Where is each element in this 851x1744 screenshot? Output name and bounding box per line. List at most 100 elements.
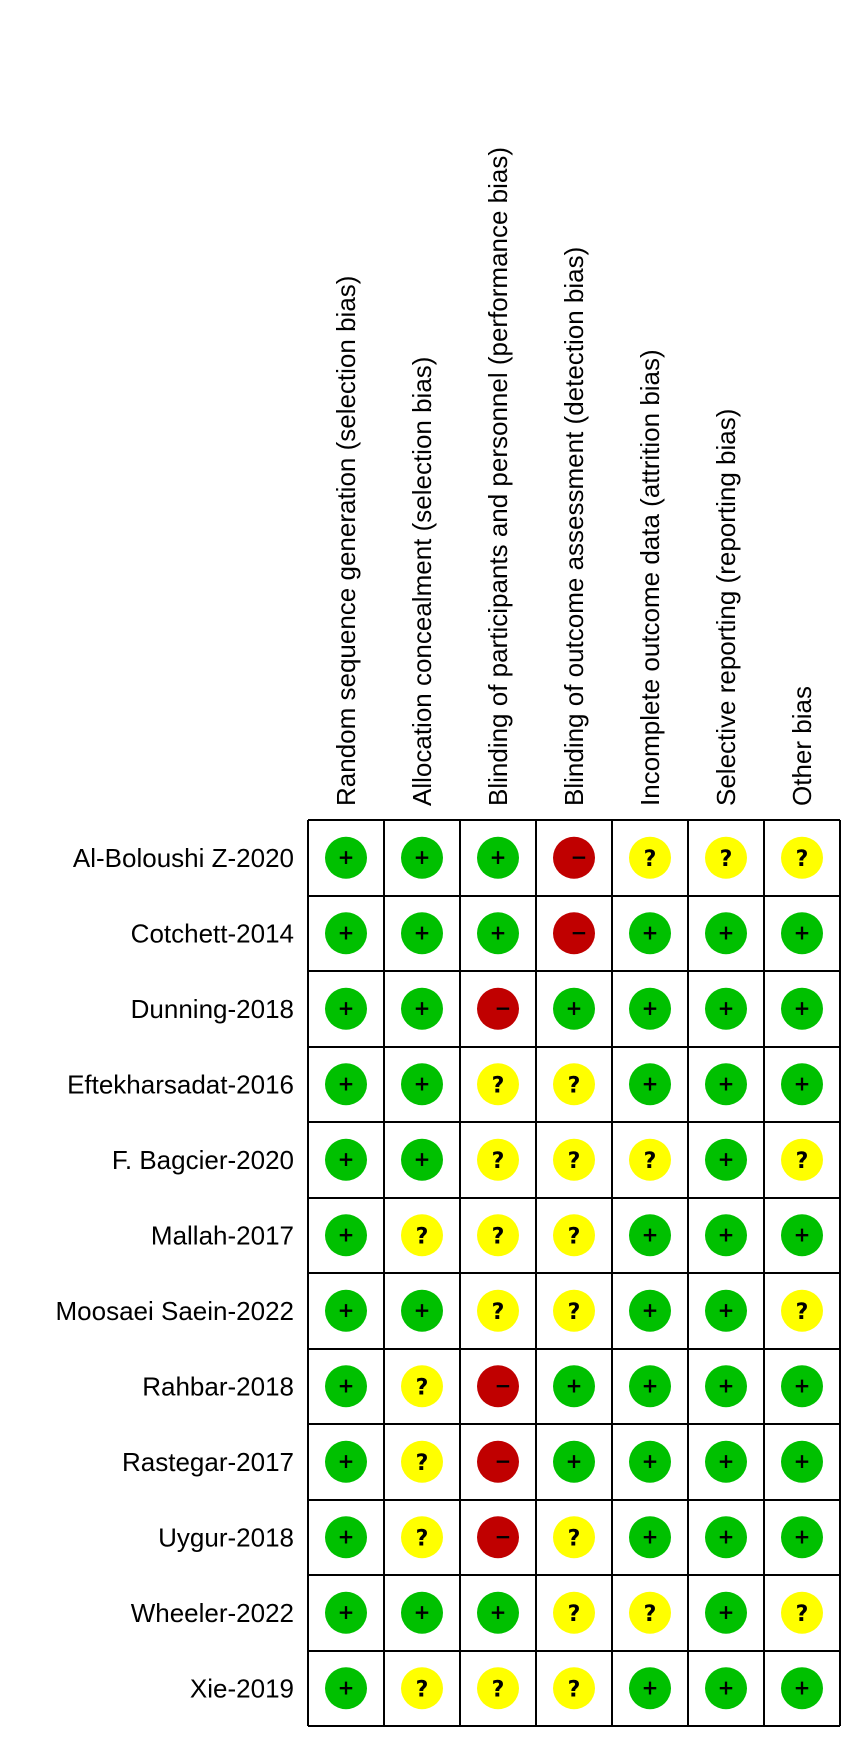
rating-mark-eftekharsadat-2016-col6: +	[705, 1063, 747, 1106]
rating-symbol-unclear: ?	[492, 1677, 505, 1702]
rating-mark-rastegar-2017-col6: +	[705, 1440, 747, 1483]
rating-mark-moosaei-saein-2022-col1: +	[325, 1289, 367, 1332]
rating-mark-eftekharsadat-2016-col1: +	[325, 1063, 367, 1106]
rating-circle	[325, 987, 367, 1030]
rating-circle	[401, 1591, 443, 1634]
rating-mark-rahbar-2018-col1: +	[325, 1365, 367, 1408]
domain-label-3: Blinding of participants and personnel (…	[483, 147, 513, 806]
rating-symbol-low: +	[566, 996, 583, 1020]
rating-circle	[705, 1365, 747, 1408]
rating-grid	[307, 819, 841, 1727]
rating-mark-xie-2019-col5: +	[629, 1667, 671, 1710]
rating-symbol-low: +	[794, 1524, 811, 1548]
rating-mark-rahbar-2018-col2: ?	[401, 1365, 443, 1408]
rating-circle	[781, 836, 823, 879]
rating-circle	[781, 987, 823, 1030]
rating-symbol-low: +	[794, 1449, 811, 1473]
rating-circle	[553, 1516, 595, 1559]
rating-marks: + + + −?? ? + + + − + + + + + − + + + + + +?? + + + + +??? + ? +??? +…	[325, 836, 823, 1710]
rating-mark-f-bagcier-2020-col2: +	[401, 1138, 443, 1181]
rating-circle	[781, 1063, 823, 1106]
rating-symbol-low: +	[414, 1298, 431, 1322]
rating-mark-rastegar-2017-col5: +	[629, 1440, 671, 1483]
rating-symbol-low: +	[414, 1071, 431, 1095]
rating-circle	[781, 1591, 823, 1634]
rating-circle	[553, 1214, 595, 1257]
rating-mark-rahbar-2018-col7: +	[781, 1365, 823, 1408]
rating-mark-rastegar-2017-col3: −	[477, 1440, 519, 1483]
rating-circle	[477, 1516, 519, 1559]
rating-symbol-low: +	[794, 1373, 811, 1397]
rating-symbol-low: +	[490, 845, 507, 869]
rating-symbol-low: +	[338, 1147, 355, 1171]
study-label-mallah-2017: Mallah-2017	[151, 1220, 294, 1250]
rating-circle	[553, 1365, 595, 1408]
rating-circle	[705, 836, 747, 879]
rating-circle	[325, 1063, 367, 1106]
rating-circle	[553, 987, 595, 1030]
rating-circle	[325, 1516, 367, 1559]
rating-mark-al-boloushi-z-2020-col2: +	[401, 836, 443, 879]
rating-symbol-low: +	[642, 1298, 659, 1322]
domain-label-4: Blinding of outcome assessment (detectio…	[559, 247, 589, 806]
rating-symbol-low: +	[414, 1600, 431, 1624]
rating-mark-cotchett-2014-col3: +	[477, 912, 519, 955]
rating-mark-rastegar-2017-col2: ?	[401, 1440, 443, 1483]
rating-mark-eftekharsadat-2016-col5: +	[629, 1063, 671, 1106]
rating-symbol-low: +	[338, 1675, 355, 1699]
rating-circle	[325, 1591, 367, 1634]
rating-mark-mallah-2017-col7: +	[781, 1214, 823, 1257]
study-label-al-boloushi-z-2020: Al-Boloushi Z-2020	[73, 843, 294, 873]
rating-circle	[781, 912, 823, 955]
rating-mark-xie-2019-col1: +	[325, 1667, 367, 1710]
rating-mark-wheeler-2022-col6: +	[705, 1591, 747, 1634]
rating-mark-xie-2019-col6: +	[705, 1667, 747, 1710]
rating-circle	[477, 1667, 519, 1710]
rating-symbol-low: +	[338, 1222, 355, 1246]
rating-symbol-high: −	[495, 1373, 512, 1397]
rating-mark-cotchett-2014-col1: +	[325, 912, 367, 955]
rating-circle	[477, 1063, 519, 1106]
rating-circle	[781, 1667, 823, 1710]
rating-symbol-low: +	[490, 920, 507, 944]
rating-circle	[401, 1214, 443, 1257]
rating-symbol-high: −	[495, 996, 512, 1020]
domain-label-7: Other bias	[787, 686, 817, 806]
rating-symbol-unclear: ?	[416, 1375, 429, 1400]
rating-circle	[705, 1289, 747, 1332]
study-labels: Al-Boloushi Z-2020 Cotchett-2014 Dunning-2…	[56, 843, 295, 1704]
rating-symbol-low: +	[414, 845, 431, 869]
rating-mark-mallah-2017-col3: ?	[477, 1214, 519, 1257]
rating-mark-cotchett-2014-col6: +	[705, 912, 747, 955]
rating-mark-xie-2019-col7: +	[781, 1667, 823, 1710]
rating-mark-al-boloushi-z-2020-col3: +	[477, 836, 519, 879]
rating-circle	[705, 1667, 747, 1710]
rating-mark-uygur-2018-col3: −	[477, 1516, 519, 1559]
rating-symbol-low: +	[718, 1449, 735, 1473]
rating-circle	[325, 836, 367, 879]
rating-symbol-low: +	[338, 1600, 355, 1624]
rating-circle	[325, 1138, 367, 1181]
rating-symbol-unclear: ?	[492, 1073, 505, 1098]
rating-symbol-unclear: ?	[492, 1300, 505, 1325]
rating-symbol-unclear: ?	[492, 1224, 505, 1249]
rating-circle	[781, 1440, 823, 1483]
rating-mark-al-boloushi-z-2020-col1: +	[325, 836, 367, 879]
rating-mark-mallah-2017-col4: ?	[553, 1214, 595, 1257]
rating-circle	[325, 1667, 367, 1710]
rating-mark-mallah-2017-col6: +	[705, 1214, 747, 1257]
rating-symbol-low: +	[718, 1524, 735, 1548]
rating-symbol-low: +	[414, 1147, 431, 1171]
rating-circle	[477, 987, 519, 1030]
rating-mark-uygur-2018-col4: ?	[553, 1516, 595, 1559]
rating-circle	[705, 1138, 747, 1181]
domain-label-1: Random sequence generation (selection bi…	[331, 276, 361, 806]
rating-symbol-unclear: ?	[568, 1300, 581, 1325]
domain-labels: Random sequence generation (selection bi…	[331, 147, 817, 806]
rating-symbol-low: +	[794, 1222, 811, 1246]
rating-circle	[477, 1365, 519, 1408]
rating-symbol-low: +	[414, 996, 431, 1020]
rating-circle	[629, 1138, 671, 1181]
rating-mark-wheeler-2022-col5: ?	[629, 1591, 671, 1634]
